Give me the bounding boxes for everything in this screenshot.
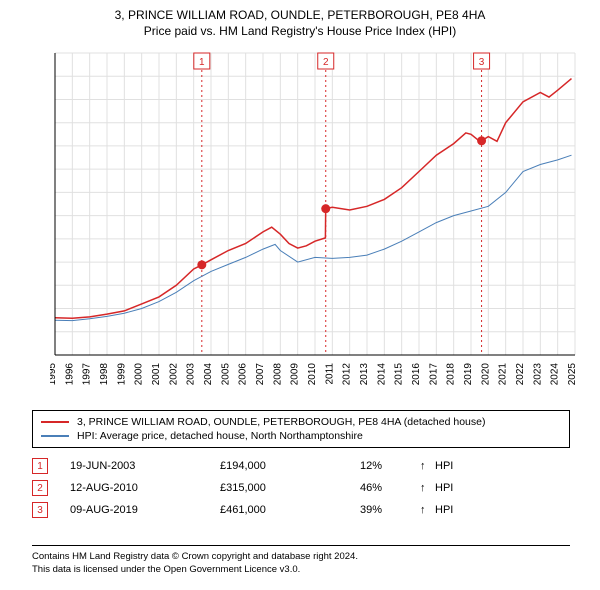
event-hpi-label: HPI xyxy=(435,460,453,472)
svg-text:2025: 2025 xyxy=(567,363,578,386)
svg-text:2024: 2024 xyxy=(550,363,561,386)
svg-text:2014: 2014 xyxy=(376,363,387,386)
svg-text:2020: 2020 xyxy=(480,363,491,386)
event-date: 09-AUG-2019 xyxy=(70,504,220,516)
svg-text:1997: 1997 xyxy=(82,363,93,386)
chart-svg: £0£50K£100K£150K£200K£250K£300K£350K£400… xyxy=(50,45,580,400)
svg-text:1996: 1996 xyxy=(64,363,75,386)
title-line2: Price paid vs. HM Land Registry's House … xyxy=(0,24,600,38)
svg-text:2010: 2010 xyxy=(307,363,318,386)
event-pct: 46% xyxy=(360,482,420,494)
legend-item-hpi: HPI: Average price, detached house, Nort… xyxy=(41,429,561,443)
legend-label: 3, PRINCE WILLIAM ROAD, OUNDLE, PETERBOR… xyxy=(77,416,485,428)
event-price: £194,000 xyxy=(220,460,360,472)
svg-text:2021: 2021 xyxy=(498,363,509,386)
event-row: 1 19-JUN-2003 £194,000 12% ↑ HPI xyxy=(32,455,570,477)
legend-item-property: 3, PRINCE WILLIAM ROAD, OUNDLE, PETERBOR… xyxy=(41,415,561,429)
svg-text:2004: 2004 xyxy=(203,363,214,386)
footer-line1: Contains HM Land Registry data © Crown c… xyxy=(32,551,570,564)
event-date: 12-AUG-2010 xyxy=(70,482,220,494)
svg-text:2002: 2002 xyxy=(168,363,179,386)
up-arrow-icon: ↑ xyxy=(420,460,435,472)
svg-text:2015: 2015 xyxy=(394,363,405,386)
chart-title-block: 3, PRINCE WILLIAM ROAD, OUNDLE, PETERBOR… xyxy=(0,0,600,38)
svg-text:1999: 1999 xyxy=(116,363,127,386)
svg-text:2019: 2019 xyxy=(463,363,474,386)
up-arrow-icon: ↑ xyxy=(420,482,435,494)
title-line1: 3, PRINCE WILLIAM ROAD, OUNDLE, PETERBOR… xyxy=(0,8,600,22)
svg-text:1995: 1995 xyxy=(50,363,58,386)
svg-text:2009: 2009 xyxy=(290,363,301,386)
svg-text:2023: 2023 xyxy=(532,363,543,386)
svg-text:2013: 2013 xyxy=(359,363,370,386)
svg-text:2001: 2001 xyxy=(151,363,162,386)
svg-text:2011: 2011 xyxy=(324,363,335,385)
event-row: 2 12-AUG-2010 £315,000 46% ↑ HPI xyxy=(32,477,570,499)
svg-text:2016: 2016 xyxy=(411,363,422,386)
svg-text:2003: 2003 xyxy=(186,363,197,386)
svg-text:2007: 2007 xyxy=(255,363,266,386)
event-date: 19-JUN-2003 xyxy=(70,460,220,472)
svg-text:2017: 2017 xyxy=(428,363,439,386)
svg-text:2012: 2012 xyxy=(342,363,353,386)
event-row: 3 09-AUG-2019 £461,000 39% ↑ HPI xyxy=(32,499,570,521)
svg-text:3: 3 xyxy=(479,57,485,68)
event-marker: 1 xyxy=(32,458,48,474)
event-marker: 3 xyxy=(32,502,48,518)
svg-text:2022: 2022 xyxy=(515,363,526,386)
event-hpi-label: HPI xyxy=(435,504,453,516)
event-hpi-label: HPI xyxy=(435,482,453,494)
svg-text:2008: 2008 xyxy=(272,363,283,386)
svg-text:1998: 1998 xyxy=(99,363,110,386)
event-price: £315,000 xyxy=(220,482,360,494)
legend-swatch xyxy=(41,435,69,437)
svg-text:1: 1 xyxy=(199,57,205,68)
legend-swatch xyxy=(41,421,69,423)
legend: 3, PRINCE WILLIAM ROAD, OUNDLE, PETERBOR… xyxy=(32,410,570,448)
price-chart: £0£50K£100K£150K£200K£250K£300K£350K£400… xyxy=(50,45,580,400)
svg-text:2006: 2006 xyxy=(238,363,249,386)
event-price: £461,000 xyxy=(220,504,360,516)
svg-text:2005: 2005 xyxy=(220,363,231,386)
footer-line2: This data is licensed under the Open Gov… xyxy=(32,564,570,577)
svg-text:2: 2 xyxy=(323,57,329,68)
legend-label: HPI: Average price, detached house, Nort… xyxy=(77,430,363,442)
sales-events-table: 1 19-JUN-2003 £194,000 12% ↑ HPI 2 12-AU… xyxy=(32,455,570,521)
svg-text:2000: 2000 xyxy=(134,363,145,386)
event-marker: 2 xyxy=(32,480,48,496)
event-pct: 39% xyxy=(360,504,420,516)
up-arrow-icon: ↑ xyxy=(420,504,435,516)
footer-credits: Contains HM Land Registry data © Crown c… xyxy=(32,545,570,577)
svg-text:2018: 2018 xyxy=(446,363,457,386)
event-pct: 12% xyxy=(360,460,420,472)
